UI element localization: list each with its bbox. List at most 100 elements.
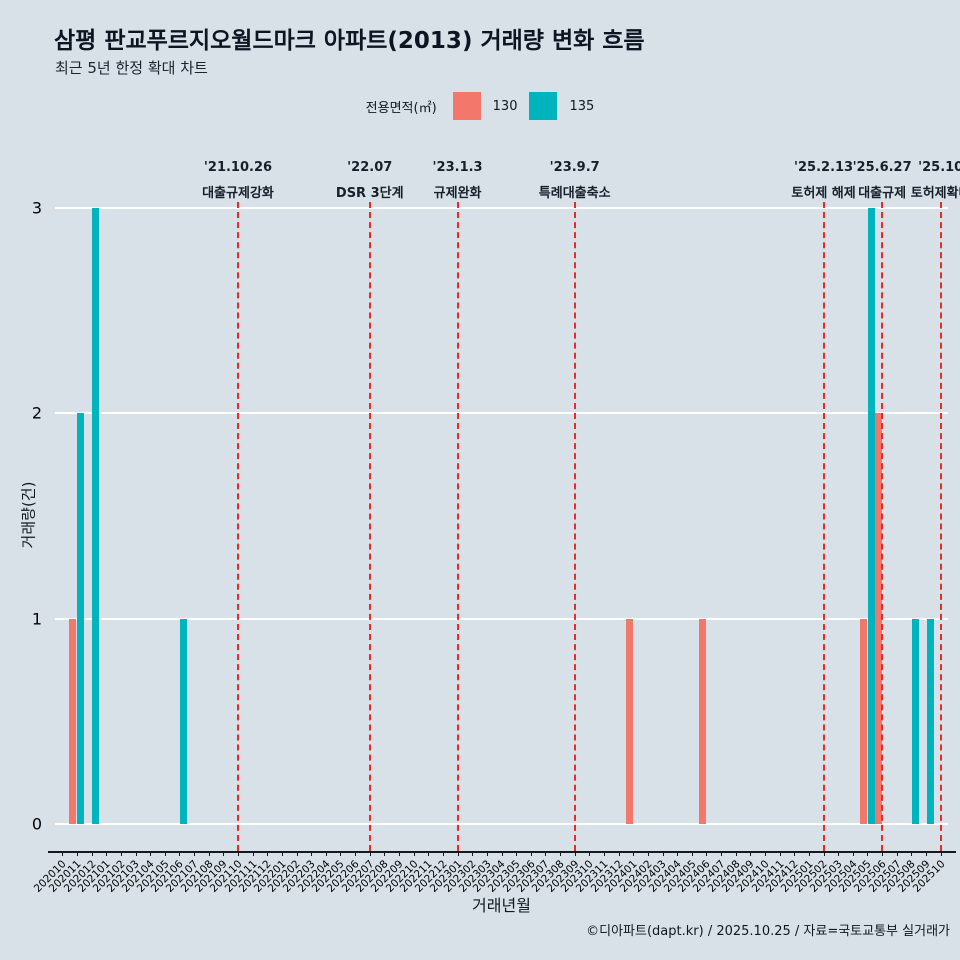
y-tick-label-1: 1 <box>31 609 42 629</box>
annotation-line-202506 <box>881 202 884 851</box>
y-tick-label-0: 0 <box>31 814 42 834</box>
x-tick-mark <box>369 852 371 856</box>
x-tick-mark <box>560 852 562 856</box>
bar-130-202505 <box>859 618 867 824</box>
x-axis-title: 거래년월 <box>472 896 531 915</box>
x-tick-mark <box>662 852 664 856</box>
x-tick-mark <box>618 852 620 856</box>
y-gridline-3 <box>55 207 948 209</box>
x-tick-mark <box>706 852 708 856</box>
x-tick-mark <box>135 852 137 856</box>
footer-credit: ©디아파트(dapt.kr) / 2025.10.25 / 자료=국토교통부 실… <box>586 924 950 939</box>
x-tick-mark <box>194 852 196 856</box>
x-tick-mark <box>603 852 605 856</box>
bar-135-202508 <box>911 618 919 824</box>
x-tick-mark <box>779 852 781 856</box>
annotation-date: '25.10 <box>918 160 960 175</box>
bar-130-202506 <box>874 413 882 824</box>
x-tick-mark <box>457 852 459 856</box>
annotation-label: 규제완화 <box>433 186 482 201</box>
annotation-line-202510 <box>939 202 942 851</box>
annotation-label: 대출규제강화 <box>202 186 274 201</box>
annotation-date: '25.2.13 <box>794 160 854 175</box>
y-tick-label-3: 3 <box>31 198 42 218</box>
annotation-date: '21.10.26 <box>203 160 273 175</box>
x-tick-mark <box>428 852 430 856</box>
annotation-label: 대출규제 <box>858 186 907 201</box>
x-tick-mark <box>237 852 239 856</box>
x-tick-mark <box>691 852 693 856</box>
y-gridline-2 <box>55 412 948 415</box>
x-tick-mark <box>76 852 78 856</box>
x-tick-mark <box>223 852 225 856</box>
x-tick-mark <box>340 852 342 856</box>
legend-swatch-130 <box>452 92 481 120</box>
y-tick-label-2: 2 <box>31 403 42 423</box>
bar-135-202505 <box>867 208 875 824</box>
bar-135-202011 <box>77 413 85 824</box>
page-title: 삼평 판교푸르지오월드마크 아파트(2013) 거래량 변화 흐름 <box>54 28 645 54</box>
x-tick-mark <box>633 852 635 856</box>
x-tick-mark <box>926 852 928 856</box>
annotation-line-202309 <box>573 202 576 851</box>
x-tick-mark <box>574 852 576 856</box>
x-tick-mark <box>164 852 166 856</box>
annotation-date: '23.1.3 <box>432 160 483 175</box>
legend-title: 전용면적(㎡) <box>365 100 437 116</box>
x-tick-mark <box>765 852 766 856</box>
annotation-date: '23.9.7 <box>549 160 600 175</box>
annotation-label: 토허제 해제 <box>791 186 856 201</box>
bar-135-202012 <box>92 208 100 824</box>
x-tick-mark <box>808 852 810 856</box>
x-tick-mark <box>838 852 840 856</box>
x-tick-mark <box>62 852 64 856</box>
x-tick-mark <box>823 852 825 856</box>
page-subtitle: 최근 5년 한정 확대 차트 <box>55 59 208 77</box>
x-tick-mark <box>486 852 488 856</box>
annotation-line-202110 <box>236 202 239 851</box>
x-tick-mark <box>413 852 415 856</box>
x-tick-mark <box>281 852 283 856</box>
x-tick-mark <box>150 852 152 856</box>
annotation-date: '22.07 <box>347 160 393 175</box>
x-tick-mark <box>911 852 913 856</box>
annotation-line-202207 <box>368 202 371 851</box>
x-tick-mark <box>677 852 679 856</box>
x-tick-mark <box>355 852 357 856</box>
x-tick-mark <box>472 852 474 856</box>
legend: 전용면적(㎡) 130 135 <box>0 92 960 120</box>
x-tick-mark <box>647 852 649 856</box>
y-gridline-1 <box>55 617 948 620</box>
x-tick-mark <box>501 852 503 856</box>
bar-135-202509 <box>926 618 934 824</box>
annotation-label: 토허제확대 <box>910 186 960 201</box>
annotation-line-202301 <box>456 202 459 851</box>
annotation-label: 특례대출축소 <box>538 186 611 201</box>
x-tick-mark <box>545 852 547 856</box>
x-tick-mark <box>940 852 942 856</box>
x-tick-mark <box>325 852 327 856</box>
x-tick-mark <box>721 852 723 856</box>
x-tick-mark <box>442 852 444 856</box>
bar-130-202401 <box>625 618 633 824</box>
y-gridline-0 <box>55 823 948 825</box>
x-tick-mark <box>589 852 591 856</box>
x-tick-mark <box>399 852 401 856</box>
x-tick-mark <box>882 852 884 856</box>
legend-label-130: 130 <box>492 98 518 114</box>
x-tick-mark <box>106 852 108 856</box>
x-tick-mark <box>735 852 737 856</box>
x-tick-mark <box>208 852 210 856</box>
x-tick-mark <box>296 852 298 856</box>
x-tick-mark <box>852 852 854 856</box>
x-tick-mark <box>516 852 518 856</box>
annotation-label: DSR 3단계 <box>335 186 404 201</box>
legend-swatch-135 <box>529 92 558 120</box>
x-tick-mark <box>750 852 752 856</box>
x-tick-mark <box>311 852 313 856</box>
annotation-date: '25.6.27 <box>852 160 912 175</box>
bar-130-202011 <box>69 618 77 824</box>
annotation-line-202502 <box>822 202 825 851</box>
x-tick-mark <box>179 852 181 856</box>
